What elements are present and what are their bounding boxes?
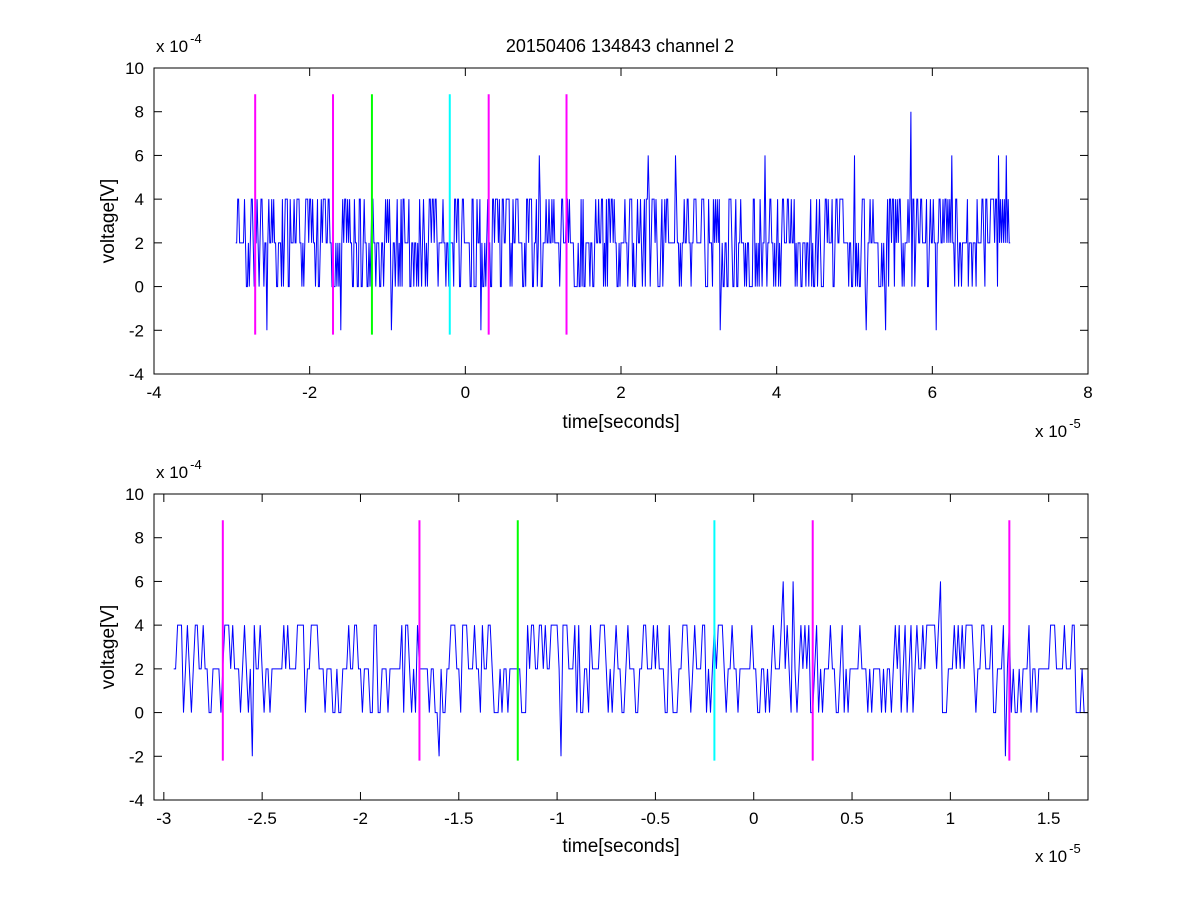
bottom-y-tick-label: 2 bbox=[135, 660, 144, 679]
top-x-tick-label: 2 bbox=[616, 383, 625, 402]
top-y-tick-label: 2 bbox=[135, 234, 144, 253]
bottom-x-exponent: x 10 -5 bbox=[1035, 841, 1081, 866]
bottom-x-tick-label: -1.5 bbox=[444, 809, 473, 828]
top-y-tick-label: 6 bbox=[135, 146, 144, 165]
bottom-y-exponent-power: -4 bbox=[190, 457, 202, 472]
top-signal-trace bbox=[235, 111, 1011, 331]
bottom-y-tick-label: 8 bbox=[135, 529, 144, 548]
top-y-tick-label: -4 bbox=[129, 365, 144, 384]
bottom-y-tick-label: -4 bbox=[129, 791, 144, 810]
top-x-tick-label: 4 bbox=[772, 383, 781, 402]
top-y-exponent-base: x 10 bbox=[156, 37, 188, 56]
bottom-x-tick-label: -2.5 bbox=[247, 809, 276, 828]
top-y-tick-label: 4 bbox=[135, 190, 144, 209]
bottom-x-tick-label: 0 bbox=[749, 809, 758, 828]
bottom-y-tick-label: 0 bbox=[135, 704, 144, 723]
bottom-y-tick-label: 6 bbox=[135, 572, 144, 591]
bottom-y-exponent-base: x 10 bbox=[156, 463, 188, 482]
bottom-marker-layer bbox=[221, 520, 1011, 761]
bottom-y-exponent: x 10 -4 bbox=[156, 457, 202, 482]
bottom-x-tick-label: -0.5 bbox=[641, 809, 670, 828]
bottom-x-exponent-base: x 10 bbox=[1035, 847, 1067, 866]
top-y-tick-label: 10 bbox=[125, 59, 144, 78]
top-x-tick-label: 6 bbox=[928, 383, 937, 402]
bottom-panel: -3 -2.5 -2 -1.5 -1 -0.5 0 0.5 1 1.5 -4 -2 0 2 4 6 8 10 ti… bbox=[98, 457, 1089, 866]
bottom-y-tick-label: 4 bbox=[135, 616, 144, 635]
top-y-exponent: x 10 -4 bbox=[156, 31, 202, 56]
top-x-axis-label: time[seconds] bbox=[562, 412, 679, 433]
top-x-tick-label: -4 bbox=[146, 383, 161, 402]
top-y-tick-label: -2 bbox=[129, 321, 144, 340]
top-panel: -4 -2 0 2 4 6 8 -4 -2 0 2 4 6 8 10 time[seconds] volta… bbox=[98, 31, 1093, 441]
top-y-axis-label: voltage[V] bbox=[98, 179, 119, 264]
top-x-exponent-power: -5 bbox=[1069, 416, 1081, 431]
top-x-exponent-base: x 10 bbox=[1035, 422, 1067, 441]
bottom-y-tick-label: 10 bbox=[125, 485, 144, 504]
bottom-x-tick-label: 1 bbox=[946, 809, 955, 828]
top-x-tick-label: -2 bbox=[302, 383, 317, 402]
bottom-x-tick-label: -1 bbox=[550, 809, 565, 828]
bottom-signal-trace bbox=[173, 581, 1088, 757]
bottom-x-tick-label: 0.5 bbox=[840, 809, 864, 828]
bottom-axes-box bbox=[153, 493, 1089, 801]
bottom-x-tick-label: -3 bbox=[156, 809, 171, 828]
top-y-tick-label: 0 bbox=[135, 278, 144, 297]
top-signal-layer bbox=[235, 111, 1011, 331]
bottom-x-tick-label: 1.5 bbox=[1037, 809, 1061, 828]
top-x-exponent: x 10 -5 bbox=[1035, 416, 1081, 441]
bottom-x-tick-label: -2 bbox=[353, 809, 368, 828]
top-y-exponent-power: -4 bbox=[190, 31, 202, 46]
top-x-tick-label: 8 bbox=[1083, 383, 1092, 402]
bottom-x-axis-label: time[seconds] bbox=[562, 836, 679, 857]
bottom-y-tick-label: -2 bbox=[129, 747, 144, 766]
bottom-y-axis-label: voltage[V] bbox=[98, 605, 119, 690]
top-x-tick-label: 0 bbox=[461, 383, 470, 402]
top-marker-layer bbox=[254, 94, 568, 335]
bottom-signal-layer bbox=[173, 581, 1088, 757]
top-y-tick-label: 8 bbox=[135, 103, 144, 122]
bottom-ticks-layer: -3 -2.5 -2 -1.5 -1 -0.5 0 0.5 1 1.5 -4 -2 0 2 4 6 8 10 bbox=[125, 485, 1088, 828]
bottom-x-exponent-power: -5 bbox=[1069, 841, 1081, 856]
top-ticks-layer: -4 -2 0 2 4 6 8 -4 -2 0 2 4 6 8 10 bbox=[125, 59, 1093, 402]
figure-title: 20150406 134843 channel 2 bbox=[506, 36, 734, 56]
